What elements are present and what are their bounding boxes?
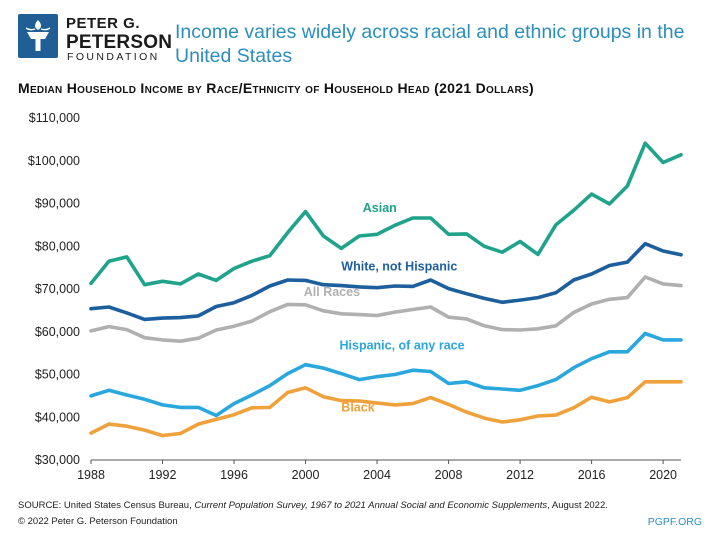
x-tick-label: 1996: [220, 468, 248, 482]
torch-icon-graphic: [25, 20, 51, 51]
x-tick-label: 2000: [292, 468, 320, 482]
logo-line-1: PETER G.: [66, 15, 141, 32]
x-tick-label: 2008: [435, 468, 463, 482]
x-tick-label: 2004: [363, 468, 391, 482]
torch-icon: [18, 14, 58, 58]
logo-line-3: FOUNDATION: [67, 51, 160, 63]
source-suffix: , August 2022.: [547, 500, 608, 511]
x-tick-label: 2012: [506, 468, 534, 482]
series-line-white-not-hispanic: [89, 241, 683, 322]
line-chart: $30,000 $40,000 $50,000 $60,000 $70,000 $80,0…: [28, 111, 683, 482]
y-tick-label: $90,000: [35, 197, 80, 211]
x-tick-label: 1988: [77, 468, 105, 482]
series-line-asian: [89, 141, 683, 287]
y-tick-label: $60,000: [35, 325, 80, 339]
chart-title: Median Household Income by Race/Ethnicit…: [18, 80, 534, 96]
series-line-black: [89, 380, 683, 438]
series-label-white-not-hispanic: White, not Hispanic: [341, 260, 457, 274]
y-axis: $30,000 $40,000 $50,000 $60,000 $70,000 $80,0…: [28, 111, 80, 467]
logo-line-2: PETERSON: [66, 32, 173, 53]
y-tick-label: $110,000: [29, 111, 80, 125]
x-tick-label: 2020: [649, 468, 677, 482]
source-note: SOURCE: United States Census Bureau, Cur…: [18, 500, 608, 511]
source-title: Current Population Survey, 1967 to 2021 …: [194, 500, 548, 511]
peterson-foundation-logo: PETER G. PETERSON FOUNDATION: [18, 14, 172, 66]
website-link[interactable]: PGPF.ORG: [647, 516, 702, 528]
copyright: © 2022 Peter G. Peterson Foundation: [18, 516, 178, 527]
x-axis: 1988 1992 1996 2000 2004 2008 2012 2016 2020: [77, 459, 681, 482]
y-tick-label: $80,000: [35, 239, 80, 253]
y-tick-label: $50,000: [35, 368, 80, 382]
series-lines: [89, 141, 683, 438]
series-label-asian: Asian: [363, 201, 397, 215]
series-line-all-races: [89, 275, 683, 343]
series-label-hispanic-of-any-race: Hispanic, of any race: [340, 339, 465, 353]
series-labels: Asian White, not Hispanic All Races Hispani…: [304, 201, 465, 414]
series-line-hispanic-of-any-race: [89, 331, 683, 418]
y-tick-label: $70,000: [35, 282, 80, 296]
y-tick-label: $40,000: [35, 410, 80, 424]
x-tick-label: 1992: [149, 468, 177, 482]
y-tick-label: $30,000: [35, 453, 80, 467]
headline: Income varies widely across racial and e…: [175, 21, 685, 67]
y-tick-label: $100,000: [28, 154, 80, 168]
x-tick-label: 2016: [578, 468, 606, 482]
series-label-black: Black: [341, 400, 374, 414]
series-label-all-races: All Races: [304, 285, 360, 299]
source-prefix: SOURCE: United States Census Bureau,: [18, 500, 195, 511]
